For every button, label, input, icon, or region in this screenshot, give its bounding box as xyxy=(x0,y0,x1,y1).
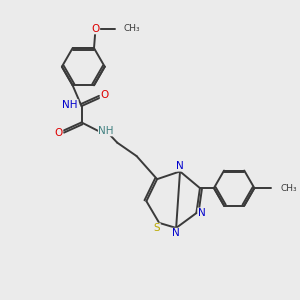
Text: N: N xyxy=(198,208,206,218)
Text: O: O xyxy=(92,24,100,34)
Text: CH₃: CH₃ xyxy=(124,24,140,33)
Text: O: O xyxy=(100,90,109,100)
Text: S: S xyxy=(154,223,160,233)
Text: NH: NH xyxy=(98,126,114,136)
Text: NH: NH xyxy=(62,100,78,110)
Text: N: N xyxy=(176,161,184,171)
Text: O: O xyxy=(55,128,63,138)
Text: N: N xyxy=(172,228,179,238)
Text: CH₃: CH₃ xyxy=(280,184,297,193)
